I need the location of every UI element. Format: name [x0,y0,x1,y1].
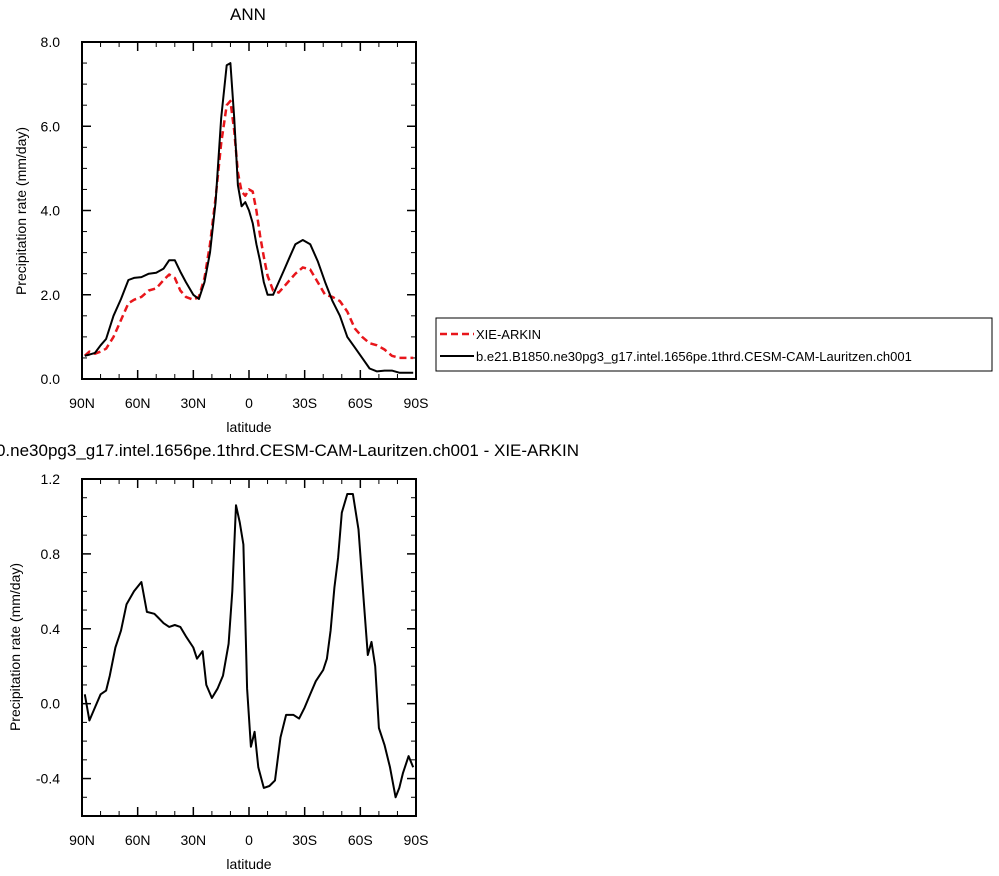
bottom-y-axis-title: Precipitation rate (mm/day) [7,563,23,731]
top-y-tick-label: 2.0 [41,287,61,303]
legend-frame [435,317,993,372]
top-x-tick-label: 60N [125,395,151,411]
legend-label-xie-arkin: XIE-ARKIN [476,327,541,342]
bottom-ticks: 90N 60N 30N 0 30S 60S 90S -0.4 0.0 0.4 0.8 1.2 [36,471,429,848]
top-series [83,62,414,374]
top-x-tick-label: 30N [180,395,206,411]
bottom-plot-frame [81,478,417,817]
legend-label-model: b.e21.B1850.ne30pg3_g17.intel.1656pe.1th… [476,349,912,364]
bottom-x-tick-label: 60S [348,832,373,848]
top-y-tick-label: 6.0 [41,118,61,134]
bottom-y-tick-label: 1.2 [41,471,61,487]
bottom-x-tick-label: 60N [125,832,151,848]
top-x-tick-label: 60S [348,395,373,411]
top-series-line-0 [83,99,414,360]
top-series-line-1 [84,62,414,374]
bottom-y-tick-label: -0.4 [36,771,60,787]
bottom-y-tick-label: 0.8 [41,546,61,562]
bottom-x-axis-title: latitude [226,856,271,872]
top-x-tick-label: 30S [292,395,317,411]
bottom-y-tick-label: 0.4 [41,621,61,637]
bottom-chart: b.e21.B1850.ne30pg3_g17.intel.1656pe.1th… [0,441,579,872]
bottom-series-line-0 [83,493,415,799]
bottom-x-tick-label: 0 [245,832,253,848]
top-y-tick-label: 8.0 [41,34,61,50]
top-ticks: 90N 60N 30N 0 30S 60S 90S 0.0 2.0 4.0 6.0 8.0 [41,34,429,411]
top-x-axis-title: latitude [226,419,271,435]
top-x-tick-label: 90N [69,395,95,411]
top-x-tick-label: 0 [245,395,253,411]
top-y-tick-label: 4.0 [41,203,61,219]
bottom-x-tick-label: 30N [180,832,206,848]
bottom-chart-title: b.e21.B1850.ne30pg3_g17.intel.1656pe.1th… [0,441,579,460]
bottom-y-tick-label: 0.0 [41,696,61,712]
top-chart: ANN 90N 60N 30N 0 30S 60S 90S 0.0 2.0 4.0 6.0 8.0 l… [13,5,428,435]
top-y-axis-title: Precipitation rate (mm/day) [13,127,29,295]
bottom-x-tick-label: 90S [404,832,429,848]
bottom-x-tick-label: 30S [292,832,317,848]
top-chart-title: ANN [230,5,266,24]
legend: XIE-ARKIN b.e21.B1850.ne30pg3_g17.intel.… [435,317,993,372]
top-y-tick-label: 0.0 [41,371,61,387]
bottom-x-tick-label: 90N [69,832,95,848]
top-x-tick-label: 90S [404,395,429,411]
bottom-series [83,493,415,799]
